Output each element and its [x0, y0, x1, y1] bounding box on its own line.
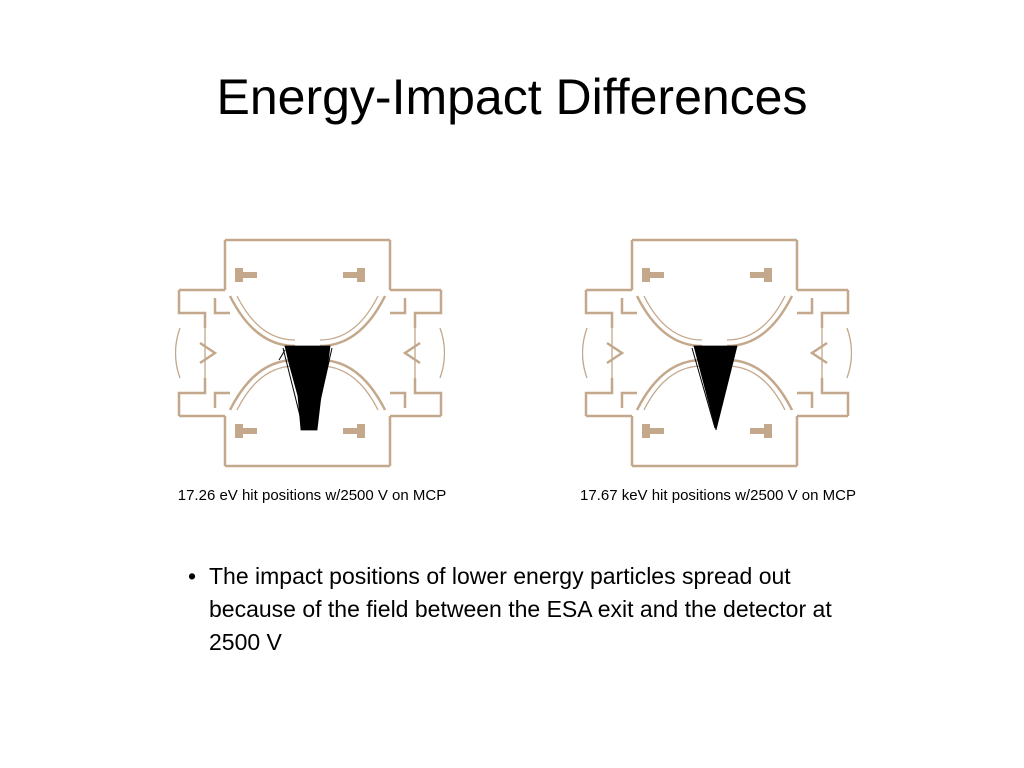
instrument-diagram-high-energy	[582, 228, 852, 478]
bullet-text: The impact positions of lower energy par…	[209, 563, 832, 655]
instrument-diagram-high-energy-svg	[582, 238, 852, 468]
bullet-list: • The impact positions of lower energy p…	[188, 560, 848, 659]
bullet-item: • The impact positions of lower energy p…	[188, 560, 848, 659]
bullet-marker: •	[188, 563, 197, 589]
hit-position-trace	[278, 347, 333, 429]
figure-caption-low-energy: 17.26 eV hit positions w/2500 V on MCP	[177, 487, 447, 504]
instrument-diagram-low-energy	[175, 228, 445, 478]
instrument-outline	[175, 238, 445, 468]
instrument-outline	[582, 238, 852, 468]
hit-positions-focused	[693, 345, 738, 431]
slide-title: Energy-Impact Differences	[216, 69, 808, 125]
hit-position-trace	[691, 347, 716, 429]
figure-caption-high-energy: 17.67 keV hit positions w/2500 V on MCP	[580, 487, 856, 504]
instrument-diagram-low-energy-svg	[175, 238, 445, 468]
